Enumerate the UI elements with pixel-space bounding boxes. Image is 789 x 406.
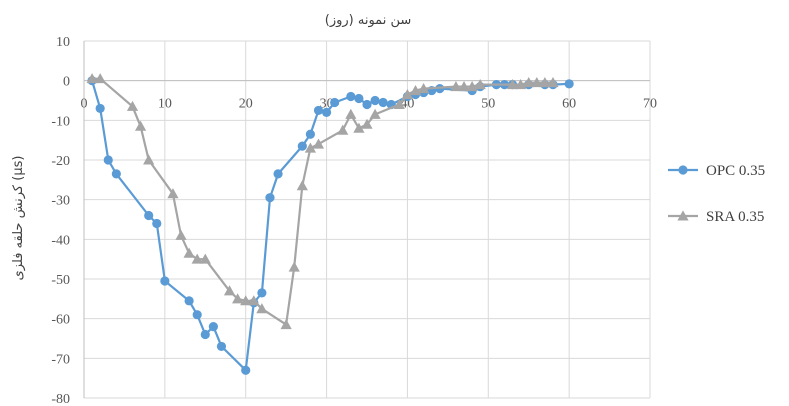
y-tick-label: -50 (51, 273, 70, 288)
data-point (232, 293, 244, 304)
y-tick-label: -80 (51, 392, 70, 406)
legend-item: OPC 0.35 (668, 163, 765, 179)
y-tick-label: -10 (51, 114, 70, 129)
data-point (152, 218, 162, 229)
gridlines (83, 40, 651, 399)
data-point (401, 88, 414, 100)
legend-label: OPC 0.35 (706, 163, 765, 179)
data-point (192, 310, 202, 320)
data-point (175, 229, 187, 240)
data-point (378, 97, 388, 108)
legend-item: SRA 0.35 (668, 209, 764, 225)
series-line (91, 80, 570, 372)
data-point (531, 77, 543, 88)
data-point (257, 288, 267, 298)
x-tick-label: 70 (643, 97, 657, 112)
data-point (312, 138, 325, 149)
data-point (330, 97, 340, 108)
series-line (92, 77, 553, 326)
data-point (111, 169, 121, 179)
data-point (361, 118, 373, 129)
data-point (296, 180, 308, 191)
series-sra-0-35 (86, 73, 559, 330)
y-tick-label: -20 (51, 154, 70, 169)
data-point (265, 193, 275, 203)
data-point (288, 261, 300, 272)
data-point (208, 322, 218, 332)
data-point (474, 79, 486, 90)
chart-title: سن نمونه (روز) (325, 13, 411, 28)
data-point (144, 210, 154, 221)
data-point (506, 79, 519, 90)
y-tick-label: -40 (51, 233, 70, 248)
data-point (369, 108, 381, 119)
data-point (126, 100, 139, 111)
series-opc-0-35 (87, 76, 574, 375)
data-point (160, 276, 170, 286)
data-point (241, 365, 251, 375)
circle-marker-icon (678, 165, 688, 175)
data-point (523, 77, 535, 88)
data-point (354, 93, 364, 104)
x-tick-labels: 0 10 20 30 40 50 60 70 (81, 97, 658, 112)
data-point (103, 155, 113, 165)
data-point (539, 77, 551, 88)
data-point (393, 98, 405, 109)
x-tick-label: 50 (481, 97, 495, 112)
x-tick-label: 60 (562, 97, 576, 112)
data-point (362, 99, 372, 110)
x-tick-label: 0 (81, 97, 88, 112)
y-tick-label: -60 (51, 313, 70, 328)
data-point (450, 81, 462, 92)
data-point (346, 91, 356, 102)
data-point (199, 253, 211, 264)
y-tick-label: 10 (56, 35, 70, 50)
data-point (143, 154, 155, 165)
data-point (370, 95, 380, 106)
y-tick-labels: 10 0 -10 -20 -30 -40 -50 -60 -70 -80 (51, 35, 70, 406)
data-point (94, 73, 106, 84)
data-point (345, 108, 357, 119)
data-point (223, 285, 236, 296)
y-axis-title: کرنش حلقه فلزی (µs) (11, 156, 26, 281)
data-point (418, 83, 430, 94)
data-point (191, 253, 203, 264)
series (86, 73, 574, 375)
y-tick-label: -70 (51, 352, 70, 367)
data-point (248, 295, 260, 306)
data-point (183, 247, 195, 258)
data-point (95, 103, 105, 114)
data-point (304, 142, 316, 153)
data-point (321, 107, 332, 117)
legend-label: SRA 0.35 (706, 209, 764, 225)
data-point (167, 188, 179, 199)
data-point (135, 120, 147, 131)
data-point (547, 77, 559, 88)
data-point (216, 341, 227, 352)
data-point (256, 303, 268, 314)
data-point (86, 73, 98, 84)
data-point (337, 124, 349, 135)
x-tick-label: 20 (239, 97, 253, 112)
data-point (305, 129, 315, 139)
data-point (458, 81, 470, 92)
data-point (297, 141, 307, 151)
y-tick-label: 0 (63, 75, 70, 90)
data-point (313, 105, 324, 116)
x-tick-label: 10 (158, 97, 172, 112)
data-point (200, 329, 210, 340)
data-point (184, 296, 194, 306)
legend: OPC 0.35 SRA 0.35 (668, 163, 765, 225)
data-point (353, 122, 365, 133)
data-point (564, 79, 574, 89)
triangle-marker-icon (677, 210, 689, 221)
y-tick-label: -30 (51, 194, 70, 209)
data-point (273, 169, 283, 179)
data-point (240, 295, 252, 306)
data-point (280, 319, 292, 330)
